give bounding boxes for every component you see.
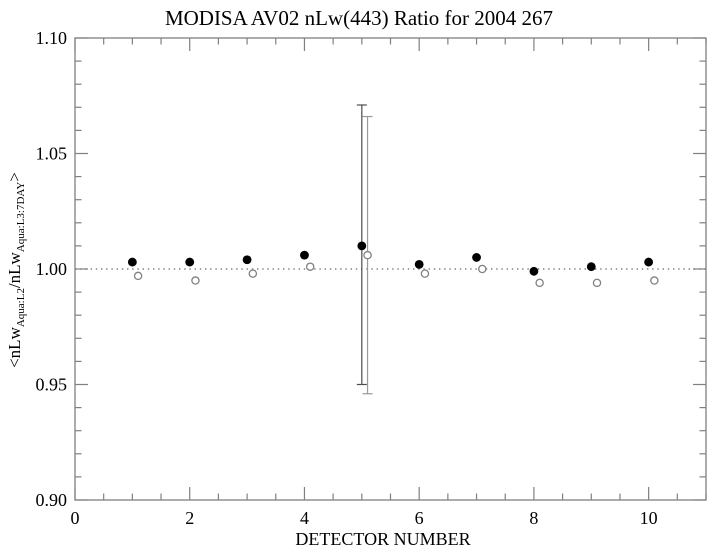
chart-title: MODISA AV02 nLw(443) Ratio for 2004 267 [165,6,553,30]
y-axis-label: <nLwAqua:L2/nLwAqua:L3:7DAY> [5,172,27,368]
x-tick-label: 6 [415,508,424,528]
filled-circle-marker [185,257,195,267]
open-circle-marker [420,269,430,278]
open-circle-marker [478,264,487,274]
filled-circle-marker [472,253,481,262]
x-tick-label: 8 [529,508,538,528]
open-circle-marker [191,276,200,285]
x-axis-label: DETECTOR NUMBER [295,529,470,549]
plot-area: 0 2 4 6 8 10 0.90 0.95 1.00 1.05 1.10 [36,28,707,528]
filled-circle-marker [300,250,309,260]
filled-circle-marker [644,257,654,267]
open-circle-marker [363,250,372,260]
x-tick-label: 4 [300,508,309,528]
y-tick-label: 1.10 [36,28,68,48]
y-tick-label: 0.95 [36,375,68,395]
open-circle-marker [305,262,315,271]
x-tick-label: 2 [185,508,194,528]
open-circle-marker [133,271,143,281]
filled-circle-marker [586,262,596,272]
filled-circle-marker [127,257,137,267]
x-tick-label: 0 [71,508,80,528]
open-circle-marker [650,276,659,285]
open-circle-marker [592,278,602,288]
open-circle-marker [248,269,258,278]
filled-circle-marker [357,241,367,251]
y-tick-label: 1.05 [36,144,68,164]
filled-circle-marker [414,259,424,269]
svg-text:<nLwAqua:L2/nLwAqua:L3:7DAY>: <nLwAqua:L2/nLwAqua:L3:7DAY> [5,172,27,368]
y-tick-label: 1.00 [36,259,68,279]
y-tick-label: 0.90 [36,490,68,510]
filled-circle-marker [242,255,252,265]
x-tick-label: 10 [640,508,658,528]
open-circle-marker [535,278,544,288]
filled-circle-marker [529,266,539,276]
